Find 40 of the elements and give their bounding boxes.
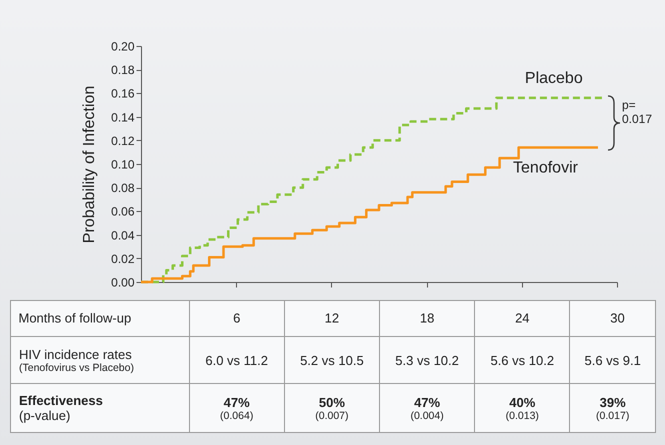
text: 47%: [224, 394, 250, 410]
y-tick-label: 0.10: [111, 158, 135, 172]
x-tick-label: 18: [420, 310, 434, 326]
text: HIV incidence rates: [19, 346, 133, 362]
y-tick-label: 0.04: [111, 228, 135, 242]
y-tick-label: 0.00: [111, 276, 135, 290]
text: 47%: [414, 394, 440, 410]
y-axis-title: Probability of Infection: [81, 86, 98, 244]
y-tick-label: 0.06: [111, 204, 135, 219]
text: (0.007): [315, 410, 349, 422]
y-tick-label: 0.20: [111, 40, 135, 54]
text: 5.2 vs 10.5: [300, 352, 364, 368]
text: (Tenofovirus vs Placebo): [19, 362, 135, 374]
text: 5.6 vs 9.1: [584, 352, 641, 368]
y-tick-label: 0.14: [111, 110, 135, 124]
text: 39%: [600, 394, 626, 410]
y-tick-label: 0.02: [111, 252, 135, 266]
text: (0.004): [410, 410, 444, 422]
x-axis-title: Months of follow-up: [18, 310, 132, 326]
x-tick-label: 12: [324, 310, 340, 326]
text: 5.6 vs 10.2: [490, 352, 554, 368]
text: 6.0 vs 11.2: [205, 352, 268, 368]
text: 40%: [509, 394, 536, 410]
y-tick-label: 0.08: [111, 181, 135, 196]
x-tick-label: 6: [233, 310, 240, 326]
text: (0.017): [596, 410, 630, 422]
series-label: Tenofovir: [513, 159, 579, 176]
series-label: Placebo: [524, 70, 583, 87]
text: (0.064): [220, 410, 254, 422]
x-tick-label: 24: [515, 310, 530, 326]
y-tick-label: 0.18: [111, 63, 135, 78]
text: 5.3 vs 10.2: [395, 352, 459, 368]
text: (p-value): [19, 408, 72, 423]
text: p= 0.017: [622, 98, 654, 126]
x-tick-label: 30: [610, 310, 625, 326]
text: (0.013): [506, 410, 539, 422]
y-tick-label: 0.16: [111, 86, 135, 101]
text: 50%: [318, 394, 345, 410]
text: Effectiveness: [19, 393, 104, 408]
y-tick-label: 0.12: [111, 134, 135, 148]
